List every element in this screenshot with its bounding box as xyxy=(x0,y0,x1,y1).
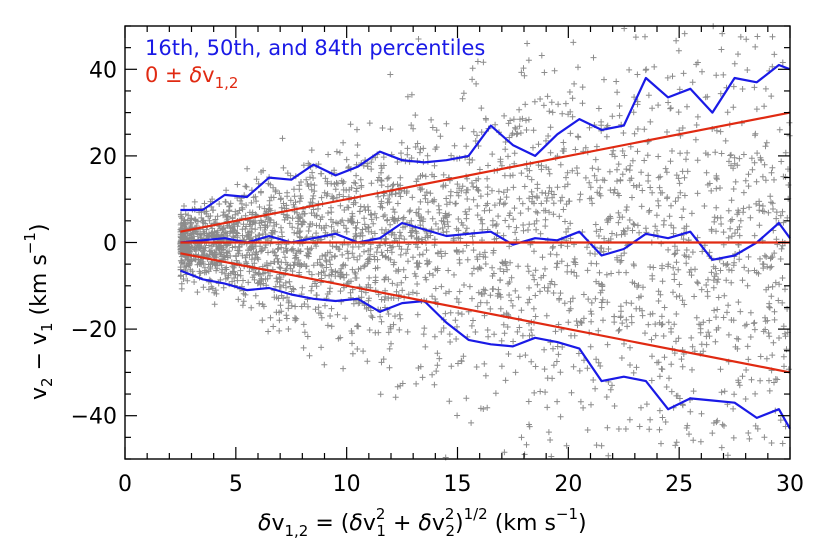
ylabel-v2: v xyxy=(27,387,52,400)
xlabel-sub12: 1,2 xyxy=(285,522,309,540)
y-axis-title: v2 − v1 (km s−1) xyxy=(21,224,56,401)
legend-percentiles-label: 16th, 50th, and 84th percentiles xyxy=(145,36,485,60)
series-line-v1-2-5 xyxy=(180,252,791,374)
legend-envelope-prefix: 0 ± xyxy=(145,63,189,87)
series-line-v1-2-3 xyxy=(180,111,791,233)
y-tick-label: 0 xyxy=(103,232,117,257)
legend-envelope-label: 0 ± δv1,2 xyxy=(145,63,238,92)
xlabel-sub1: 1 xyxy=(376,522,386,540)
xlabel-units-close: ) xyxy=(578,511,587,536)
ylabel-sup-m1: −1 xyxy=(21,232,39,254)
y-tick-label: 20 xyxy=(89,145,117,170)
legend-envelope-sub: 1,2 xyxy=(215,74,239,92)
x-tick-label: 5 xyxy=(229,472,243,497)
scatter-points xyxy=(177,23,793,461)
legend: 16th, 50th, and 84th percentiles 0 ± δv1… xyxy=(145,36,485,92)
x-tick-label: 0 xyxy=(118,472,132,497)
series-lines xyxy=(179,63,791,430)
legend-envelope-v: v xyxy=(202,63,214,87)
ylabel-sub1: 1 xyxy=(38,322,56,332)
xlabel-delta-1: δ xyxy=(349,511,362,536)
y-tick-label: −40 xyxy=(71,405,117,430)
xlabel-sub2: 2 xyxy=(445,522,455,540)
xlabel-delta-2: δ xyxy=(418,511,431,536)
xlabel-delta: δ xyxy=(258,511,271,536)
x-tick-label: 20 xyxy=(554,472,582,497)
xlabel-sup-half: 1/2 xyxy=(464,505,488,523)
scatter-markers xyxy=(177,23,793,461)
xlabel-units: (km s xyxy=(488,511,556,536)
xlabel-eq-open: = ( xyxy=(308,511,349,536)
series-line-16th-percentile-2 xyxy=(179,269,791,430)
x-tick-label: 15 xyxy=(444,472,472,497)
xlabel-close: ) xyxy=(455,511,464,536)
series-line-84th-percentile-0 xyxy=(180,63,791,212)
x-tick-label: 25 xyxy=(665,472,693,497)
y-tick-label: 40 xyxy=(89,58,117,83)
x-tick-label: 30 xyxy=(776,472,804,497)
x-axis-title: δv1,2 = (δv2 1 + δv2 2)1/2 (km s−1) xyxy=(258,505,587,540)
legend-envelope-delta: δ xyxy=(189,63,202,87)
xlabel-sup2a: 2 xyxy=(376,505,386,523)
xlabel-sup-m1: −1 xyxy=(556,505,578,523)
ylabel-units: (km s xyxy=(27,254,52,322)
series-line-50th-percentile-1 xyxy=(180,221,791,261)
xlabel-v-1: v xyxy=(363,511,376,536)
ylabel-units-close: ) xyxy=(27,224,52,233)
ylabel-sub2: 2 xyxy=(38,377,56,387)
xlabel-v: v xyxy=(271,511,284,536)
ylabel-minus: − v xyxy=(27,332,52,377)
xlabel-sup2b: 2 xyxy=(445,505,455,523)
xlabel-plus: + xyxy=(386,511,418,536)
xlabel-v-2: v xyxy=(432,511,445,536)
y-tick-label: −20 xyxy=(71,318,117,343)
axes: 0 5 10 15 20 25 30 −40 −20 0 20 40 xyxy=(71,25,804,497)
x-tick-label: 10 xyxy=(333,472,361,497)
